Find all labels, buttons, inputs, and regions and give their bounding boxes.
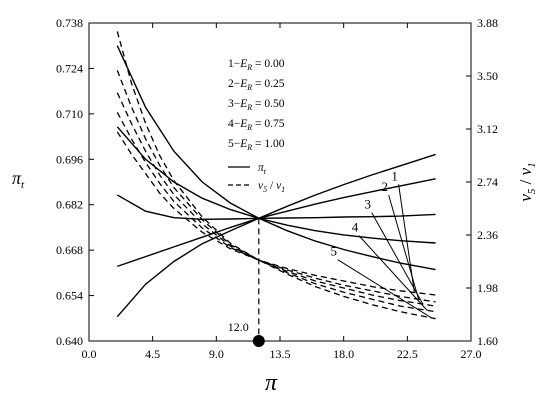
solid-series-1 (116, 153, 436, 318)
legend-param-5: 5−ER = 1.00 (228, 138, 285, 152)
x-tick-label: 9.0 (209, 347, 224, 361)
legend-label-dashed: v5 / v1 (258, 180, 285, 194)
y-left-axis-subscript: t (21, 179, 25, 191)
y-right-tick-label: 2.74 (477, 175, 498, 189)
y-right-tick-label: 1.60 (477, 334, 498, 348)
y-left-tick-label: 0.668 (56, 243, 83, 257)
series-label-3: 3 (364, 197, 371, 212)
y-right-tick-label: 3.88 (477, 16, 498, 30)
dashed-series-2 (116, 111, 436, 303)
series-label-5: 5 (331, 244, 338, 259)
optimum-marker-group: 12.0 (228, 218, 265, 347)
x-tick-label: 22.5 (397, 347, 418, 361)
legend-param-2: 2−ER = 0.25 (228, 78, 285, 92)
y-right-tick-label: 1.98 (477, 281, 498, 295)
y-left-tick-label: 0.724 (56, 61, 83, 75)
dashed-series-5 (116, 31, 436, 320)
legend: 1−ER = 0.00 2−ER = 0.25 3−ER = 0.50 4−ER = … (228, 58, 285, 194)
y-right-tick-label: 3.12 (477, 122, 498, 136)
legend-param-3: 3−ER = 0.50 (228, 98, 285, 112)
y-right-num: v (516, 194, 535, 202)
optimum-point (252, 335, 265, 347)
leader-line-3 (371, 212, 424, 305)
solid-series-group (116, 45, 436, 318)
y-right-tick-label: 3.50 (477, 69, 498, 83)
y-right-axis-title: v5 / v1 (516, 162, 538, 201)
y-left-axis-symbol: π (12, 168, 22, 188)
x-tick-label: 18.0 (333, 347, 354, 361)
x-axis-title: π (265, 370, 278, 396)
legend-param-4: 4−ER = 0.75 (228, 118, 285, 132)
solid-series-4 (116, 126, 436, 244)
x-tick-label: 13.5 (270, 347, 291, 361)
y-right-tick-label: 2.36 (477, 228, 498, 242)
leader-line-5 (337, 259, 432, 319)
x-tick-label: 4.5 (145, 347, 160, 361)
x-tick-label: 27.0 (461, 347, 482, 361)
series-leader-lines (337, 184, 432, 319)
series-label-2: 2 (381, 179, 388, 194)
leader-line-4 (358, 235, 428, 311)
y-left-tick-label: 0.640 (56, 334, 83, 348)
solid-series-2 (117, 178, 436, 268)
y-right-num-sub: 5 (526, 188, 538, 194)
solid-series-3 (116, 194, 436, 221)
leader-line-2 (388, 194, 420, 300)
y-left-tick-label: 0.738 (56, 16, 83, 30)
y-left-tick-label: 0.682 (56, 198, 83, 212)
series-label-1: 1 (391, 168, 398, 183)
y-right-den-sub: 1 (526, 162, 538, 168)
y-left-tick-label: 0.710 (56, 107, 83, 121)
legend-param-1: 1−ER = 0.00 (228, 58, 285, 72)
optimum-label: 12.0 (228, 320, 249, 334)
y-left-tick-label: 0.654 (56, 289, 83, 303)
x-tick-label: 0.0 (82, 347, 97, 361)
y-left-tick-label: 0.696 (56, 152, 83, 166)
y-right-den: v (516, 167, 535, 175)
y-left-axis-title: πt (12, 168, 25, 191)
legend-label-solid: πt (258, 162, 267, 176)
dashed-series-group (116, 31, 436, 320)
series-label-4: 4 (352, 220, 359, 235)
axis-ticks: 0.0 4.5 9.0 13.5 18.0 22.5 27.0 0.640 0.654 0.668… (56, 16, 498, 361)
solid-series-5 (116, 45, 436, 271)
